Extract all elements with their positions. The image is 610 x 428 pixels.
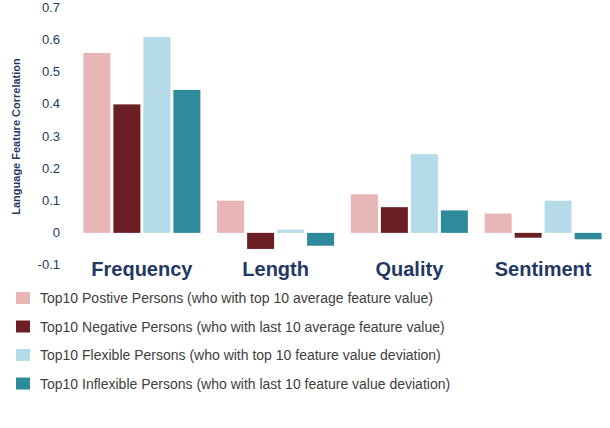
bar [485,214,512,233]
tick-label: 0.2 [42,161,60,176]
tick-mark [71,232,74,233]
tick-label: 0.5 [42,64,60,79]
tick-label: 0.6 [42,32,60,47]
axis-title: Language Feature Correlation [10,58,22,215]
bar [113,104,140,233]
legend-label: Top10 Negative Persons (who with last 10… [40,319,445,335]
legend-swatch [16,378,30,390]
chart: -0.1 0 0.1 0.2 0.3 0.4 0.5 0.6 0.7 Language Featu… [0,0,610,428]
tick-mark [71,168,74,169]
category-label: Frequency [91,258,193,280]
legend-label: Top10 Postive Persons (who with top 10 a… [40,290,433,306]
tick-label: 0.4 [42,96,60,111]
bar [307,233,334,246]
bar [351,194,378,233]
tick-label: 0.1 [42,193,60,208]
legend-label: Top10 Flexible Persons (who with top 10 … [40,347,441,363]
tick-mark [71,136,74,137]
tick-label: 0.7 [42,0,60,15]
legend: Top10 Postive Persons (who with top 10 a… [16,290,450,392]
tick-mark [71,200,74,201]
bar [515,233,542,238]
legend-swatch [16,349,30,361]
bar [247,233,274,249]
category-label: Quality [375,258,444,280]
tick-mark [71,40,74,41]
bar [575,233,602,239]
bar [173,90,200,233]
bar [277,230,304,233]
tick-label: -0.1 [38,257,60,272]
legend-swatch [16,321,30,333]
category-label: Length [242,258,309,280]
legend-label: Top10 Inflexible Persons (who with last … [40,376,450,392]
x-axis: Frequency Length Quality Sentiment [91,258,592,280]
tick-mark [71,72,74,73]
legend-swatch [16,292,30,304]
tick-label: 0 [53,225,60,240]
y-axis: -0.1 0 0.1 0.2 0.3 0.4 0.5 0.6 0.7 [38,0,74,272]
bar [217,201,244,233]
bars [83,37,601,249]
tick-mark [71,104,74,105]
bar [411,154,438,233]
bar [381,207,408,233]
tick-mark [71,265,74,266]
tick-label: 0.3 [42,129,60,144]
tick-mark [71,8,74,9]
category-label: Sentiment [495,258,592,280]
bar [143,37,170,233]
bar [441,210,468,232]
bar [545,201,572,233]
bar [83,53,110,233]
